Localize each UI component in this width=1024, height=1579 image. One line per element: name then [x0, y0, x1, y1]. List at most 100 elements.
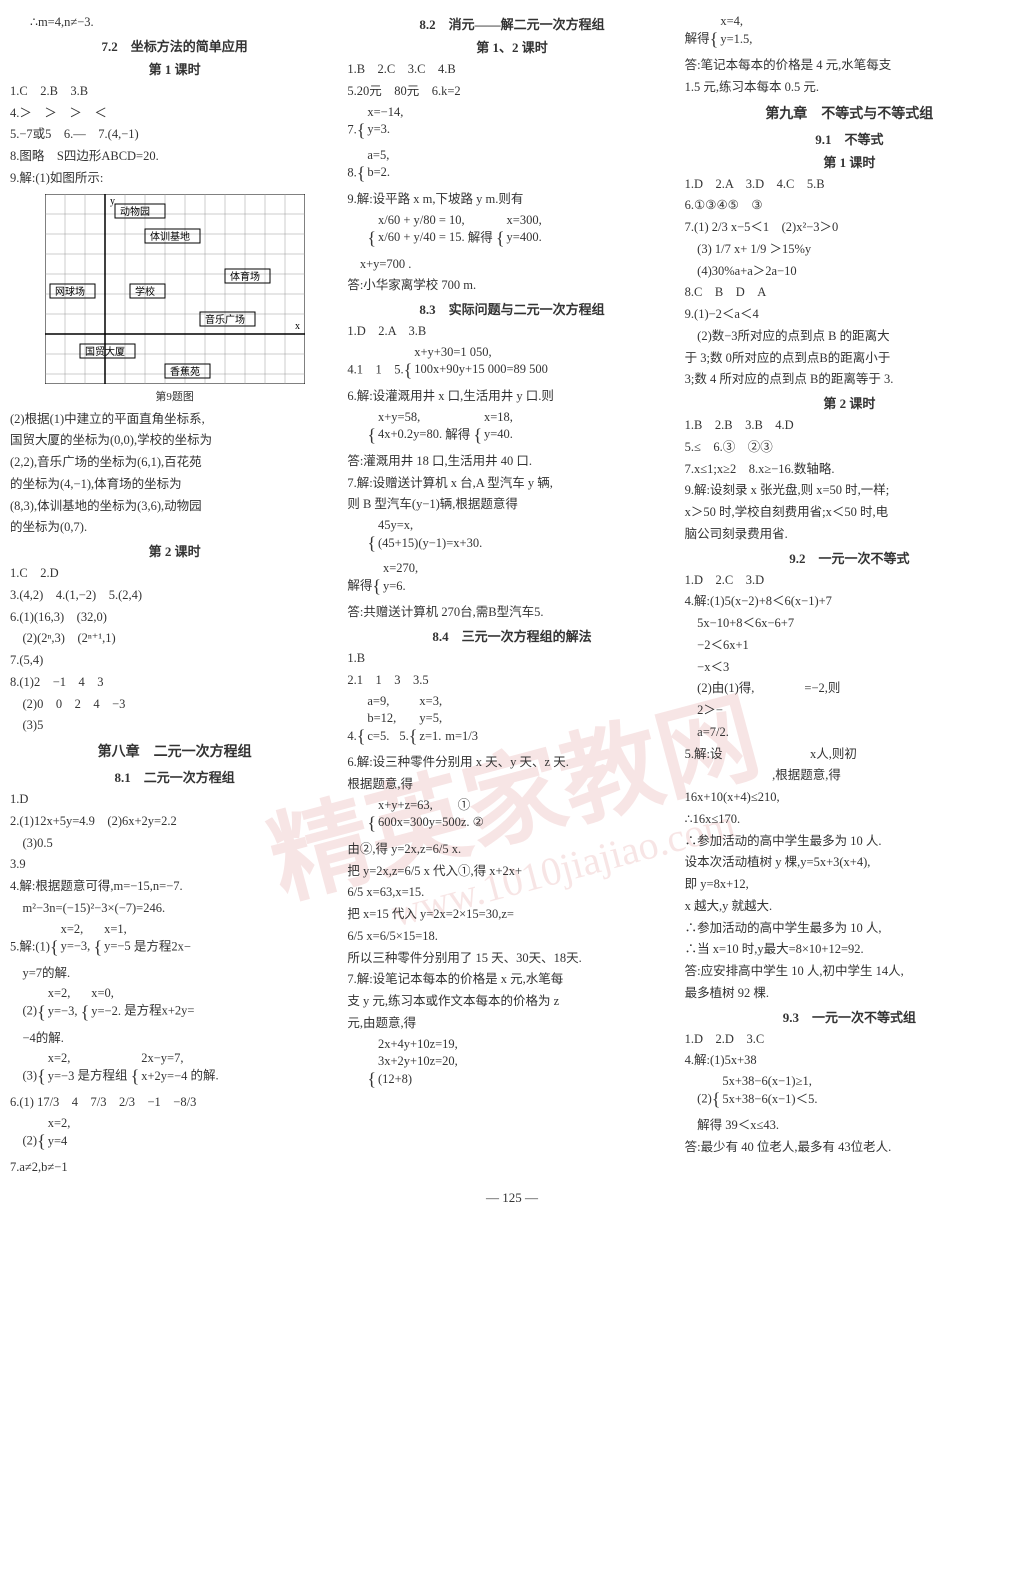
line: 1.B [347, 649, 676, 668]
line: (3)0.5 [10, 834, 339, 853]
svg-text:学校: 学校 [135, 285, 155, 298]
line: 7.解:设笔记本每本的价格是 x 元,水笔每 [347, 970, 676, 989]
line: 16x+10(x+4)≤210, [685, 788, 1014, 807]
line: 则 B 型汽车(y−1)辆,根据题意得 [347, 495, 676, 514]
line: x＞50 时,学校自刻费用省;x＜50 时,电 [685, 503, 1014, 522]
chapter-heading: 第九章 不等式与不等式组 [685, 103, 1014, 123]
line: (4)30%a+a＞2a−10 [685, 262, 1014, 281]
line: 脑公司刻录费用省. [685, 525, 1014, 544]
line: (2)根据(1)中建立的平面直角坐标系, [10, 410, 339, 429]
line: {x+y+z=63, ①600x=300y=500z. ② [367, 797, 676, 837]
line: 4.{a=9,b=12,c=5. 5.{x=3,y=5,z=1. m=1/3 [347, 693, 676, 751]
chapter-heading: 第八章 二元一次方程组 [10, 741, 339, 761]
line: ∴参加活动的高中学生最多为 10 人, [685, 919, 1014, 938]
line: 设本次活动植树 y 棵,y=5x+3(x+4), [685, 853, 1014, 872]
line: 5.解:(1){x=2,y=−3, {x=1,y=−5 是方程2x− [10, 921, 339, 961]
svg-text:x: x [295, 321, 300, 332]
line: 1.B 2.B 3.B 4.D [685, 416, 1014, 435]
line: 1.D 2.A 3.B [347, 322, 676, 341]
line: 解得{x=270,y=6. [347, 560, 676, 600]
line: 根据题意,得 [347, 775, 676, 794]
line: 1.5 元,练习本每本 0.5 元. [685, 78, 1014, 97]
line: 7.解:设赠送计算机 x 台,A 型汽车 y 辆, [347, 474, 676, 493]
lesson-heading: 第 1、2 课时 [347, 37, 676, 56]
line: 即 y=8x+12, [685, 875, 1014, 894]
line: −2＜6x+1 [685, 636, 1014, 655]
grid-caption: 第9题图 [45, 388, 305, 404]
line: ∴16x≤170. [685, 810, 1014, 829]
line: 的坐标为(0,7). [10, 518, 339, 537]
line: 6.(1)(16,3) (32,0) [10, 608, 339, 627]
column-1: ∴m=4,n≠−3. 7.2 坐标方法的简单应用 第 1 课时 1.C 2.B … [10, 10, 339, 1180]
line: (2){5x+38−6(x−1)≥1,5x+38−6(x−1)＜5. [685, 1073, 1014, 1113]
section-heading: 9.1 不等式 [685, 129, 1014, 148]
svg-text:y: y [110, 196, 115, 207]
svg-text:体训基地: 体训基地 [150, 230, 190, 243]
line: 把 x=15 代入 y=2x=2×15=30,z= [347, 905, 676, 924]
line: 9.解:设刻录 x 张光盘,则 x=50 时,一样; [685, 481, 1014, 500]
line: 最多植树 92 棵. [685, 984, 1014, 1003]
line: −x＜3 [685, 658, 1014, 677]
line: 的坐标为(4,−1),体育场的坐标为 [10, 475, 339, 494]
line: ∴参加活动的高中学生最多为 10 人. [685, 832, 1014, 851]
line: (3)5 [10, 716, 339, 735]
line: 7.x≤1;x≥2 8.x≥−16.数轴略. [685, 460, 1014, 479]
line: 解得{x=4,y=1.5, [685, 13, 1014, 53]
svg-text:香蕉苑: 香蕉苑 [170, 365, 200, 378]
section-heading: 8.2 消元——解二元一次方程组 [347, 14, 676, 33]
line: 3.(4,2) 4.(1,−2) 5.(2,4) [10, 586, 339, 605]
line: (2)(2ⁿ,3) (2ⁿ⁺¹,1) [10, 629, 339, 648]
line: 8.{a=5,b=2. [347, 147, 676, 187]
line: 5.≤ 6.③ ②③ [685, 438, 1014, 457]
line: 6.①③④⑤ ③ [685, 196, 1014, 215]
line: 9.(1)−2＜a＜4 [685, 305, 1014, 324]
line: 支 y 元,练习本或作文本每本的价格为 z [347, 992, 676, 1011]
line: (8,3),体训基地的坐标为(3,6),动物园 [10, 497, 339, 516]
section-heading: 8.1 二元一次方程组 [10, 767, 339, 786]
line: −4的解. [10, 1029, 339, 1048]
line: 6.解:设灌溉用井 x 口,生活用井 y 口.则 [347, 387, 676, 406]
line: 5.解:设 x人,则初 [685, 745, 1014, 764]
line: 由②,得 y=2x,z=6/5 x. [347, 840, 676, 859]
line: 把 y=2x,z=6/5 x 代入①,得 x+2x+ [347, 862, 676, 881]
line: 5.−7或5 6.— 7.(4,−1) [10, 125, 339, 144]
coordinate-grid: x y 动物园 体训基地 网球场 学校 体育场 国贸大厦 音乐广场 香蕉苑 [45, 194, 305, 404]
line: 4.＞ ＞ ＞ ＜ [10, 104, 339, 123]
lesson-heading: 第 1 课时 [685, 152, 1014, 171]
line: 7.{x=−14,y=3. [347, 104, 676, 144]
line: x 越大,y 就越大. [685, 897, 1014, 916]
line: {x+y=58,4x+0.2y=80. 解得 {x=18,y=40. [367, 409, 676, 449]
section-heading: 7.2 坐标方法的简单应用 [10, 36, 339, 55]
line: 国贸大厦的坐标为(0,0),学校的坐标为 [10, 431, 339, 450]
line: {45y=x,(45+15)(y−1)=x+30. [367, 517, 676, 557]
line: 答:灌溉用井 18 口,生活用井 40 口. [347, 452, 676, 471]
column-2: 8.2 消元——解二元一次方程组 第 1、2 课时 1.B 2.C 3.C 4.… [347, 10, 676, 1180]
line: {x/60 + y/80 = 10,x/60 + y/40 = 15. 解得 {… [367, 212, 676, 252]
line: 3;数 4 所对应的点到点 B的距离等于 3. [685, 370, 1014, 389]
content-columns: ∴m=4,n≠−3. 7.2 坐标方法的简单应用 第 1 课时 1.C 2.B … [10, 10, 1014, 1180]
line: 7.(1) 2/3 x−5＜1 (2)x²−3＞0 [685, 218, 1014, 237]
line: 8.图略 S四边形ABCD=20. [10, 147, 339, 166]
page-number: — 125 — [10, 1190, 1014, 1206]
svg-text:音乐广场: 音乐广场 [205, 313, 245, 326]
line: 元,由题意,得 [347, 1014, 676, 1033]
line: (2)数−3所对应的点到点 B 的距离大 [685, 327, 1014, 346]
line: 2.(1)12x+5y=4.9 (2)6x+2y=2.2 [10, 812, 339, 831]
lesson-heading: 第 2 课时 [685, 393, 1014, 412]
section-heading: 8.3 实际问题与二元一次方程组 [347, 299, 676, 318]
line: 6/5 x=6/5×15=18. [347, 927, 676, 946]
line: (2){x=2,y=−3, {x=0,y=−2. 是方程x+2y= [10, 985, 339, 1025]
line: 答:小华家离学校 700 m. [347, 276, 676, 295]
line: ∴m=4,n≠−3. [30, 13, 339, 32]
lesson-heading: 第 2 课时 [10, 541, 339, 560]
line: 1.D 2.A 3.D 4.C 5.B [685, 175, 1014, 194]
line: 4.1 1 5.{x+y+30=1 050,100x+90y+15 000=89… [347, 344, 676, 384]
line: (2){x=2,y=4 [10, 1115, 339, 1155]
line: 1.C 2.D [10, 564, 339, 583]
line: 6/5 x=63,x=15. [347, 883, 676, 902]
line: 答:最少有 40 位老人,最多有 43位老人. [685, 1138, 1014, 1157]
line: 5x−10+8＜6x−6+7 [685, 614, 1014, 633]
line: ∴当 x=10 时,y最大=8×10+12=92. [685, 940, 1014, 959]
section-heading: 9.2 一元一次不等式 [685, 548, 1014, 567]
line: 答:应安排高中学生 10 人,初中学生 14人, [685, 962, 1014, 981]
